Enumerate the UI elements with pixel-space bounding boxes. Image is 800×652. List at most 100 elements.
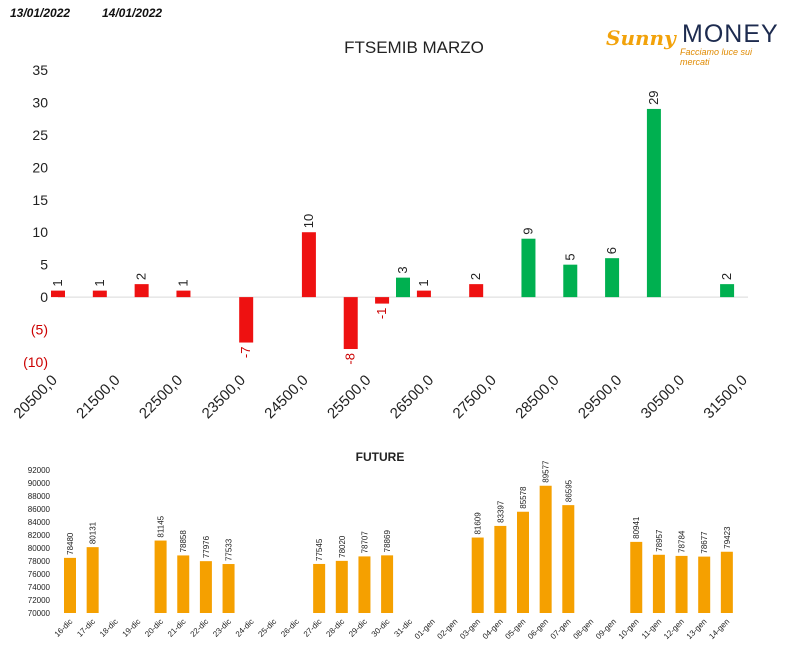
- data-label: 79423: [723, 526, 732, 549]
- data-label: 5: [562, 253, 577, 260]
- x-tick-label: 07-gen: [549, 617, 573, 641]
- bar: [494, 525, 507, 613]
- y-tick-label: 15: [32, 192, 48, 208]
- bar: [64, 557, 76, 613]
- chart-title: FUTURE: [356, 450, 405, 464]
- data-label: 77545: [315, 538, 324, 561]
- data-label: 1: [175, 279, 190, 286]
- data-label: 78677: [700, 531, 709, 554]
- bar: [562, 505, 575, 613]
- x-tick-label: 29500,0: [575, 372, 625, 422]
- y-tick-label: 20: [32, 159, 48, 175]
- bar: [720, 284, 735, 298]
- x-tick-label: 06-gen: [526, 617, 550, 641]
- y-tick-label: 25: [32, 127, 48, 143]
- x-tick-label: 27500,0: [450, 372, 500, 422]
- sunny-money-logo: Sunny MONEY Facciamo luce sui mercati: [604, 20, 784, 67]
- x-tick-label: 09-gen: [594, 617, 618, 641]
- bar: [652, 554, 665, 613]
- y-tick-label: (10): [23, 354, 48, 370]
- x-tick-label: 22-dic: [189, 617, 211, 639]
- x-tick-label: 03-gen: [458, 617, 482, 641]
- y-tick-label: 72000: [28, 596, 51, 605]
- bar: [563, 264, 578, 298]
- x-tick-label: 26500,0: [387, 372, 437, 422]
- y-tick-label: 90000: [28, 479, 51, 488]
- data-label: 2: [134, 273, 149, 280]
- bar: [469, 284, 484, 298]
- x-tick-label: 22500,0: [136, 372, 186, 422]
- logo-tagline: Facciamo luce sui mercati: [680, 47, 753, 67]
- x-tick-label: 26-dic: [279, 617, 301, 639]
- bar: [471, 537, 484, 613]
- bar: [177, 555, 190, 613]
- bar: [517, 511, 529, 613]
- y-tick-label: 92000: [28, 466, 51, 475]
- data-label: 10: [301, 214, 316, 228]
- y-tick-label: 0: [40, 289, 48, 305]
- bar: [335, 560, 348, 613]
- x-tick-label: 24-dic: [234, 617, 256, 639]
- x-tick-label: 20-dic: [143, 617, 165, 639]
- x-tick-label: 31500,0: [700, 372, 750, 422]
- bar: [646, 108, 661, 298]
- data-label: 1: [92, 279, 107, 286]
- x-tick-label: 24500,0: [261, 372, 311, 422]
- bar: [416, 290, 431, 298]
- data-label: 89577: [542, 460, 551, 483]
- logo-money-text: MONEY: [682, 20, 779, 48]
- bar: [381, 555, 394, 613]
- x-tick-label: 17-dic: [75, 617, 97, 639]
- data-label: 81145: [157, 515, 166, 537]
- y-tick-label: 74000: [28, 583, 51, 592]
- data-label: 6: [604, 247, 619, 254]
- bar: [343, 297, 358, 350]
- data-label: 78858: [179, 530, 188, 553]
- x-tick-label: 10-gen: [617, 617, 641, 641]
- bar: [358, 556, 371, 613]
- bar: [154, 540, 167, 613]
- data-label: 78480: [66, 532, 75, 555]
- x-tick-label: 12-gen: [662, 617, 686, 641]
- bar: [375, 297, 390, 304]
- bar: [134, 284, 149, 298]
- data-label: 86595: [564, 479, 573, 502]
- data-label: 83397: [496, 500, 505, 523]
- x-tick-label: 25500,0: [324, 372, 374, 422]
- data-label: -8: [343, 353, 358, 365]
- data-label: 78707: [360, 531, 369, 554]
- x-tick-label: 11-gen: [640, 617, 664, 641]
- data-label: 85578: [519, 486, 528, 509]
- x-tick-label: 02-gen: [435, 617, 459, 641]
- x-tick-label: 14-gen: [707, 617, 731, 641]
- x-tick-label: 25-dic: [256, 617, 278, 639]
- x-tick-label: 27-dic: [302, 617, 324, 639]
- y-tick-label: 80000: [28, 544, 51, 553]
- data-label: 78869: [383, 530, 392, 553]
- bar: [539, 485, 552, 613]
- x-tick-label: 01-gen: [413, 617, 437, 641]
- data-label: 81609: [474, 512, 483, 535]
- x-tick-label: 13-gen: [685, 617, 709, 641]
- data-label: 1: [416, 279, 431, 286]
- x-tick-label: 28500,0: [512, 372, 562, 422]
- data-label: 29: [646, 90, 661, 104]
- x-tick-label: 16-dic: [53, 617, 75, 639]
- bar: [605, 258, 620, 298]
- bar: [239, 297, 254, 343]
- bar: [199, 561, 212, 613]
- data-label: 77976: [202, 535, 211, 558]
- bar: [92, 290, 107, 298]
- y-tick-label: 30: [32, 94, 48, 110]
- ftsemib-strike-chart: FTSEMIB MARZO35302520151050(5)(10)20500,…: [10, 38, 750, 422]
- y-tick-label: (5): [31, 322, 48, 338]
- data-label: 3: [395, 266, 410, 273]
- chart-title: FTSEMIB MARZO: [344, 38, 484, 57]
- bar: [313, 563, 326, 613]
- x-tick-label: 05-gen: [503, 617, 527, 641]
- x-tick-label: 30-dic: [370, 617, 392, 639]
- x-tick-label: 23-dic: [211, 617, 233, 639]
- data-label: 78784: [678, 530, 687, 553]
- bar: [396, 277, 410, 298]
- future-price-chart: FUTURE 92000 90000 88000 86000 84000 82000 8000…: [28, 450, 733, 641]
